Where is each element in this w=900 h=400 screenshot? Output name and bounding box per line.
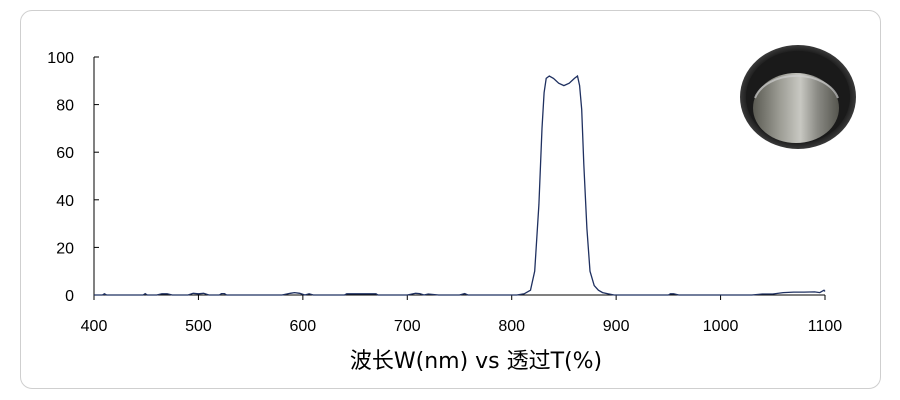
- y-tick-label: 0: [65, 288, 74, 305]
- x-tick-label: 800: [498, 318, 525, 335]
- y-tick-label: 80: [56, 98, 74, 115]
- x-tick-label: 500: [185, 318, 212, 335]
- chart-card: [20, 10, 881, 389]
- x-tick-label: 400: [81, 318, 108, 335]
- x-tick-label: 900: [603, 318, 630, 335]
- x-tick-label: 700: [394, 318, 421, 335]
- y-tick-label: 100: [47, 50, 74, 67]
- x-axis-label: 波长W(nm) vs 透过T(%): [350, 349, 602, 374]
- transmission-curve: [94, 74, 826, 296]
- y-tick-label: 60: [56, 145, 74, 162]
- y-tick-label: 40: [56, 193, 74, 210]
- x-tick-label: 1100: [808, 318, 843, 335]
- x-tick-label: 1000: [703, 318, 739, 335]
- filter-photo: [740, 45, 856, 149]
- x-tick-label: 600: [290, 318, 317, 335]
- y-tick-label: 20: [56, 240, 74, 257]
